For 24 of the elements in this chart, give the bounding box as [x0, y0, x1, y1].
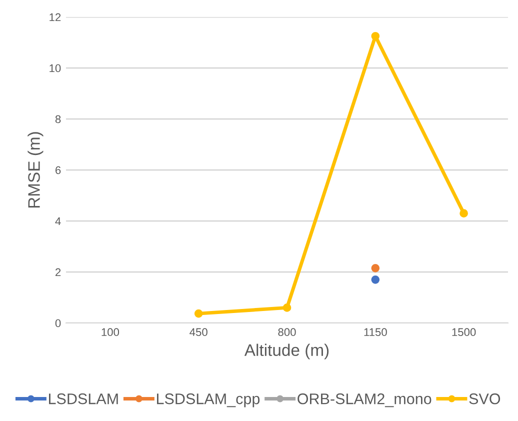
legend-label: ORB-SLAM2_mono — [298, 393, 432, 408]
point — [371, 264, 380, 272]
y-tick-label: 4 — [55, 217, 61, 226]
point — [371, 275, 380, 284]
y-axis-title: RMSE (m) — [28, 132, 44, 208]
y-tick-label: 2 — [56, 268, 61, 276]
legend-label: LSDSLAM — [49, 393, 118, 404]
x-axis-title: Altitude (m) — [244, 344, 329, 360]
x-tick-label: 1150 — [364, 328, 387, 336]
y-tick-label: 10 — [50, 64, 61, 72]
point — [194, 309, 203, 318]
y-tick-label: 0 — [55, 319, 61, 328]
point — [371, 32, 380, 40]
point — [460, 209, 468, 218]
x-tick-label: 450 — [190, 328, 208, 336]
point — [282, 304, 292, 312]
legend-label: LSDSLAM_cpp — [157, 393, 260, 408]
legend-label: SVO — [469, 393, 500, 404]
x-tick-label: 800 — [278, 328, 296, 336]
x-tick-label: 100 — [102, 328, 120, 336]
x-tick-label: 1500 — [452, 328, 476, 336]
y-tick-label: 12 — [50, 13, 61, 22]
y-tick-label: 8 — [55, 115, 61, 124]
y-tick-label: 6 — [56, 166, 61, 174]
